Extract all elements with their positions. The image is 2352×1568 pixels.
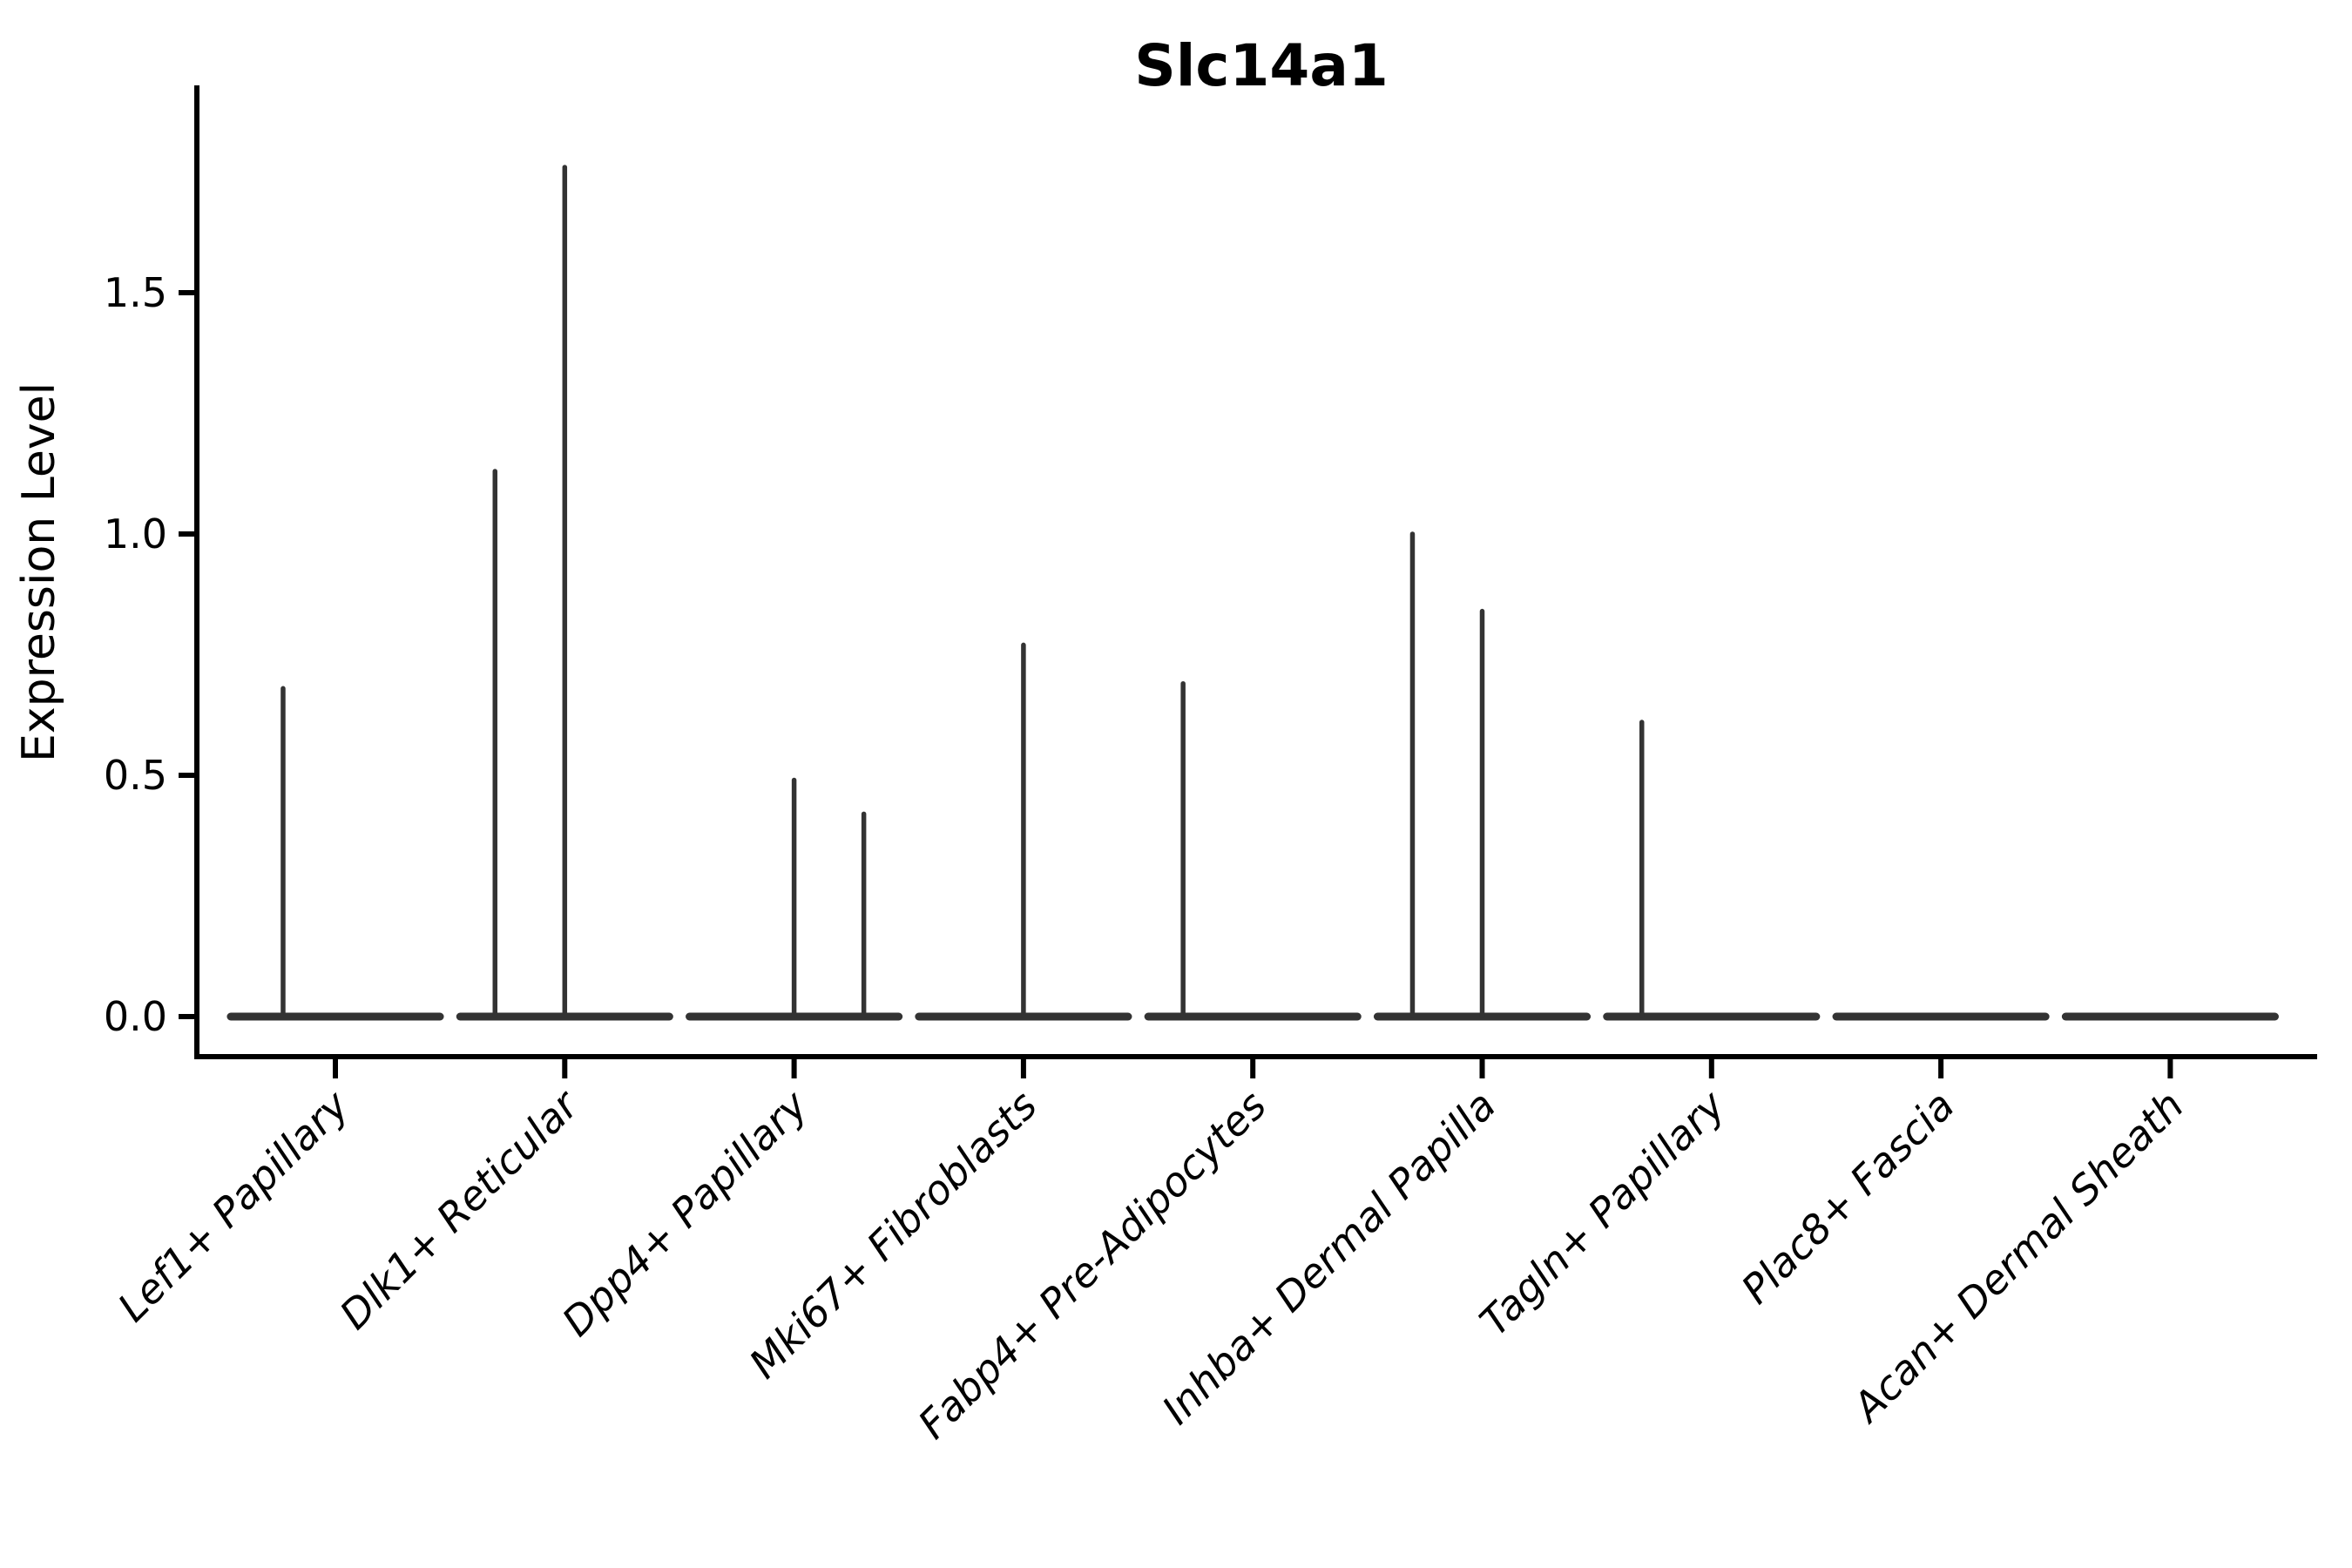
x-tick-label: Dlk1+ Reticular	[330, 1079, 589, 1338]
x-tick-label: Plac8+ Fascia	[1732, 1082, 1963, 1313]
y-axis-label: Expression Level	[13, 382, 65, 762]
chart-title: Slc14a1	[1134, 32, 1389, 99]
y-tick-label: 0.0	[104, 993, 167, 1040]
x-tick-label: Dpp4+ Papillary	[553, 1081, 817, 1345]
y-tick-label: 0.5	[104, 752, 167, 799]
x-tick-label: Tagln+ Papillary	[1470, 1081, 1734, 1345]
y-tick-label: 1.0	[104, 510, 167, 558]
x-tick-label: Lef1+ Papillary	[109, 1081, 358, 1330]
y-tick-label: 1.5	[104, 269, 167, 316]
